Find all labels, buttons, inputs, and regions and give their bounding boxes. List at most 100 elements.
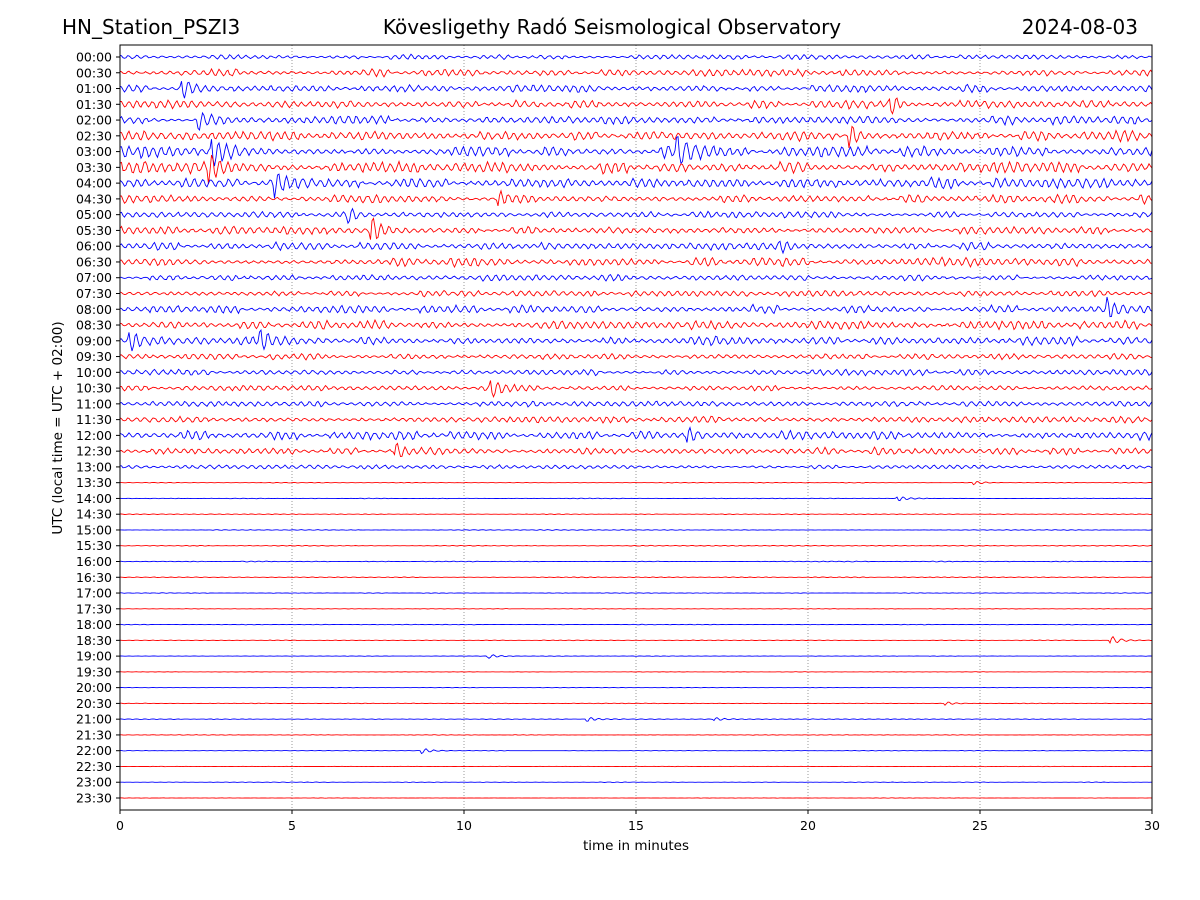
y-tick-label: 10:30 [76, 381, 112, 396]
y-tick-label: 11:00 [76, 396, 112, 411]
trace-1830 [119, 635, 1152, 644]
y-tick-label: 11:30 [76, 412, 112, 427]
y-tick-label: 12:00 [76, 428, 112, 443]
y-tick-label: 09:00 [76, 333, 112, 348]
trace-0630 [119, 256, 1152, 269]
y-tick-label: 18:00 [76, 617, 112, 632]
trace-1100 [119, 400, 1153, 408]
y-tick-label: 03:30 [76, 160, 112, 175]
trace-1130 [119, 415, 1153, 424]
y-tick-label: 16:00 [76, 554, 112, 569]
trace-2230 [120, 765, 1152, 768]
y-tick-label: 02:00 [76, 113, 112, 128]
y-tick-label: 01:00 [76, 81, 112, 96]
trace-1330 [120, 481, 1153, 486]
trace-2130 [120, 734, 1153, 736]
trace-0700 [120, 273, 1153, 282]
trace-1600 [119, 560, 1153, 563]
y-tick-label: 05:30 [76, 223, 112, 238]
trace-0300 [119, 136, 1153, 167]
y-tick-label: 06:30 [76, 254, 112, 269]
y-tick-label: 21:30 [76, 727, 112, 742]
trace-0430 [119, 189, 1153, 207]
trace-1430 [120, 513, 1153, 515]
y-tick-label: 00:30 [76, 65, 112, 80]
y-tick-label: 19:30 [76, 664, 112, 679]
trace-1400 [119, 496, 1152, 502]
y-tick-label: 09:30 [76, 349, 112, 364]
trace-1800 [119, 623, 1153, 626]
date-label: 2024-08-03 [1021, 15, 1138, 39]
trace-1900 [120, 654, 1153, 659]
y-tick-label: 10:00 [76, 365, 112, 380]
trace-0330 [119, 154, 1153, 185]
trace-1030 [120, 380, 1153, 399]
x-tick-label: 0 [116, 818, 124, 833]
y-tick-label: 03:00 [76, 144, 112, 159]
y-tick-label: 04:00 [76, 176, 112, 191]
trace-0530 [119, 217, 1153, 240]
trace-1530 [120, 544, 1153, 547]
trace-1200 [119, 426, 1153, 443]
y-tick-label: 19:00 [76, 649, 112, 664]
trace-0030 [119, 67, 1153, 78]
y-tick-label: 08:00 [76, 302, 112, 317]
y-tick-label: 08:30 [76, 318, 112, 333]
trace-1700 [120, 592, 1153, 594]
trace-1300 [120, 464, 1153, 470]
y-tick-label: 20:00 [76, 680, 112, 695]
trace-0900 [119, 328, 1153, 352]
trace-2200 [119, 748, 1153, 755]
x-tick-label: 20 [800, 818, 816, 833]
y-tick-label: 13:30 [76, 475, 112, 490]
trace-0200 [119, 111, 1153, 132]
trace-2300 [120, 781, 1152, 783]
trace-0130 [120, 97, 1153, 115]
y-tick-label: 04:30 [76, 191, 112, 206]
y-tick-label: 02:30 [76, 128, 112, 143]
y-tick-label: 22:00 [76, 743, 112, 758]
y-tick-label: 17:00 [76, 586, 112, 601]
y-tick-label: 13:00 [76, 459, 112, 474]
trace-0930 [119, 352, 1153, 361]
trace-0600 [119, 240, 1153, 255]
trace-2030 [120, 701, 1152, 706]
trace-0000 [119, 53, 1153, 61]
y-tick-label: 21:00 [76, 712, 112, 727]
x-tick-label: 30 [1144, 818, 1160, 833]
trace-0800 [119, 296, 1153, 318]
y-tick-label: 18:30 [76, 633, 112, 648]
y-tick-label: 17:30 [76, 601, 112, 616]
trace-1630 [119, 576, 1153, 579]
y-tick-label: 00:00 [76, 50, 112, 65]
y-tick-label: 01:30 [76, 97, 112, 112]
trace-0730 [119, 289, 1153, 298]
y-axis-label: UTC (local time = UTC + 02:00) [50, 321, 66, 534]
trace-0500 [119, 207, 1153, 225]
y-tick-label: 12:30 [76, 444, 112, 459]
x-tick-label: 15 [628, 818, 644, 833]
y-tick-label: 07:30 [76, 286, 112, 301]
chart-title: Kövesligethy Radó Seismological Observat… [382, 15, 842, 39]
y-tick-label: 07:00 [76, 270, 112, 285]
y-tick-label: 15:00 [76, 522, 112, 537]
trace-0100 [119, 81, 1153, 99]
y-tick-label: 22:30 [76, 759, 112, 774]
station-label: HN_Station_PSZI3 [62, 15, 241, 39]
y-tick-label: 23:00 [76, 775, 112, 790]
y-tick-label: 16:30 [76, 570, 112, 585]
y-tick-label: 14:30 [76, 507, 112, 522]
trace-0400 [119, 173, 1153, 199]
y-tick-label: 20:30 [76, 696, 112, 711]
y-tick-label: 06:00 [76, 239, 112, 254]
trace-1500 [120, 529, 1153, 531]
trace-1000 [120, 368, 1153, 377]
y-tick-label: 23:30 [76, 791, 112, 806]
trace-1230 [119, 442, 1153, 457]
x-tick-label: 5 [288, 818, 296, 833]
trace-0830 [119, 318, 1153, 331]
x-axis-label: time in minutes [583, 838, 689, 854]
y-tick-label: 14:00 [76, 491, 112, 506]
y-tick-label: 05:00 [76, 207, 112, 222]
